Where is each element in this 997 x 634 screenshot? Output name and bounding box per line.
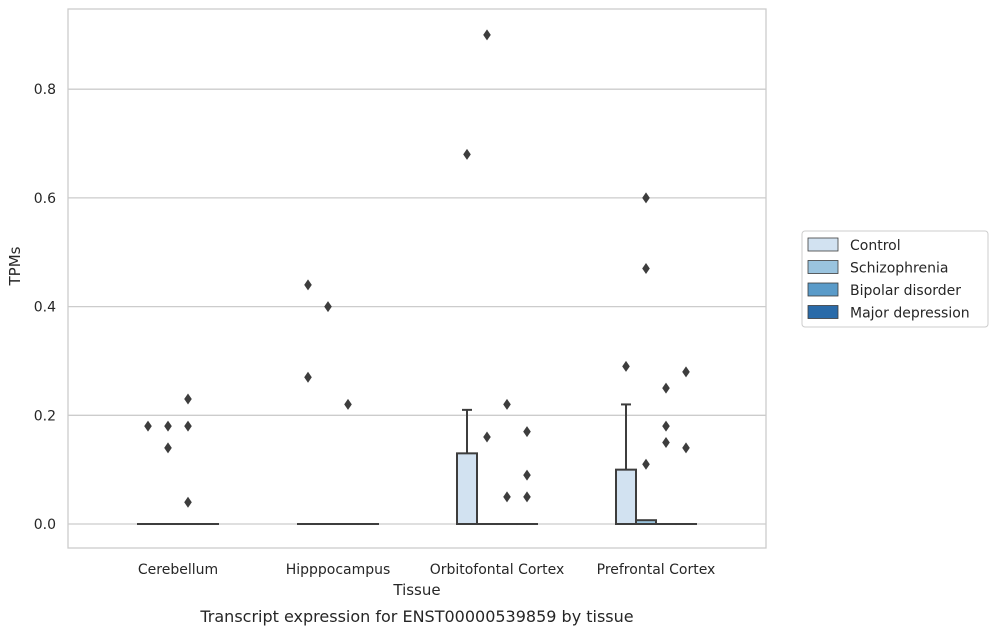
legend-label: Major depression [850, 306, 970, 322]
legend-items: Control Schizophrenia Bipolar disorder Majo… [807, 237, 970, 322]
outlier-point [662, 382, 670, 394]
box-group [177, 393, 199, 526]
box-group [297, 279, 319, 526]
grid-lines [68, 88, 766, 525]
box-group [137, 420, 159, 526]
box [615, 468, 637, 525]
legend-frame [801, 230, 989, 328]
box-plot-marks [137, 29, 697, 526]
outlier-point [304, 371, 312, 383]
y-tick-label: 0.2 [34, 408, 56, 424]
box-group [496, 398, 518, 526]
outlier-point [184, 420, 192, 432]
box-group [675, 366, 697, 526]
outlier-point [662, 420, 670, 432]
x-tick-label: Orbitofontal Cortex [430, 562, 565, 578]
outlier-point [184, 393, 192, 405]
y-axis-label: TPMs [6, 246, 24, 286]
outlier-point [662, 436, 670, 448]
outlier-point [622, 360, 630, 372]
y-tick-label: 0.6 [34, 191, 56, 207]
outlier-point [642, 192, 650, 204]
outlier-point [483, 29, 491, 41]
outlier-point [523, 426, 531, 438]
outlier-point [164, 442, 172, 454]
outlier-point [324, 301, 332, 313]
x-axis-ticks: Cerebellum Hipppocampus Orbitofontal Corte… [138, 562, 715, 578]
y-tick-label: 0.0 [34, 517, 56, 533]
outlier-point [344, 398, 352, 410]
box-group [337, 398, 359, 526]
outlier-point [164, 420, 172, 432]
y-axis-ticks: 0.0 0.2 0.4 0.6 0.8 [34, 82, 56, 533]
outlier-point [682, 366, 690, 378]
outlier-point [503, 398, 511, 410]
box-group [157, 420, 179, 526]
box-group [456, 148, 478, 525]
box-group [635, 192, 657, 525]
legend-swatch [807, 282, 839, 297]
outlier-point [682, 442, 690, 454]
x-axis-label: Tissue [392, 581, 440, 599]
y-tick-label: 0.8 [34, 82, 56, 98]
legend-label: Control [850, 238, 901, 254]
box-group [317, 301, 339, 526]
x-tick-label: Hipppocampus [286, 562, 391, 578]
outlier-point [304, 279, 312, 291]
legend-swatch [807, 305, 839, 319]
box [456, 452, 478, 525]
box-group [476, 29, 498, 526]
box-group [516, 426, 538, 526]
outlier-point [523, 491, 531, 503]
legend-swatch [807, 237, 839, 252]
outlier-point [483, 431, 491, 443]
outlier-point [642, 458, 650, 470]
outlier-point [184, 496, 192, 508]
box-group [615, 360, 637, 525]
plot-frame [67, 8, 767, 549]
chart-caption: Transcript expression for ENST0000053985… [199, 607, 633, 626]
legend: Control Schizophrenia Bipolar disorder Majo… [801, 230, 989, 328]
x-tick-label: Cerebellum [138, 562, 218, 578]
outlier-point [503, 491, 511, 503]
box-group [655, 382, 677, 526]
x-tick-label: Prefrontal Cortex [597, 562, 716, 578]
legend-label: Schizophrenia [850, 261, 948, 277]
y-tick-label: 0.4 [34, 300, 56, 316]
outlier-point [523, 469, 531, 481]
legend-label: Bipolar disorder [850, 283, 961, 299]
legend-swatch [807, 260, 839, 274]
outlier-point [144, 420, 152, 432]
outlier-point [642, 263, 650, 275]
outlier-point [463, 148, 471, 160]
